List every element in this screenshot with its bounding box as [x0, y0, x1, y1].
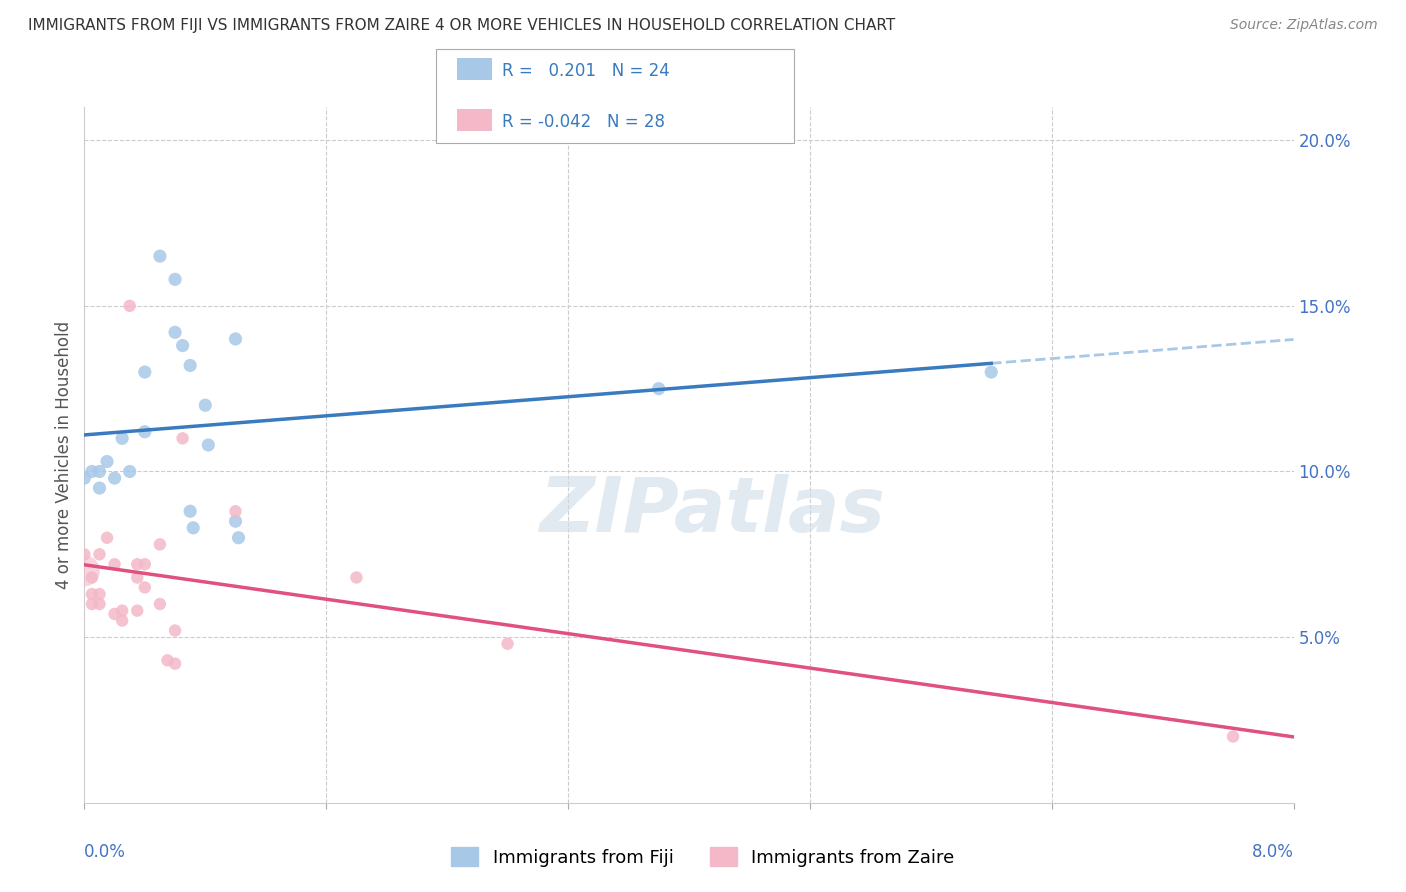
Point: [104, 471, 127, 485]
Text: ZIPatlas: ZIPatlas: [540, 474, 886, 548]
Point: [127, 558, 149, 572]
Point: [165, 326, 187, 340]
Point: [80, 597, 103, 611]
Point: [104, 607, 127, 621]
Point: [96, 531, 118, 545]
Point: [980, 365, 1002, 379]
Point: [111, 604, 134, 618]
Point: [346, 570, 368, 584]
Point: [1222, 730, 1244, 744]
Text: 0.0%: 0.0%: [84, 843, 127, 861]
Point: [179, 359, 201, 373]
Point: [165, 657, 187, 671]
Point: [96, 454, 118, 468]
Point: [111, 614, 134, 628]
Point: [149, 597, 172, 611]
Point: [165, 624, 187, 638]
Point: [149, 249, 172, 263]
Point: [149, 537, 172, 551]
Point: [134, 558, 156, 572]
Point: [225, 332, 247, 346]
Point: [648, 382, 671, 396]
Point: [127, 604, 149, 618]
Point: [89, 465, 111, 479]
Point: [89, 547, 111, 561]
Point: [134, 581, 156, 595]
Text: R =   0.201   N = 24: R = 0.201 N = 24: [502, 62, 669, 80]
Point: [73, 471, 96, 485]
Point: [118, 465, 141, 479]
Point: [228, 531, 250, 545]
Point: [181, 521, 204, 535]
Point: [118, 299, 141, 313]
Point: [73, 564, 96, 578]
Point: [225, 504, 247, 518]
Point: [89, 597, 111, 611]
Point: [172, 338, 194, 352]
Legend: Immigrants from Fiji, Immigrants from Zaire: Immigrants from Fiji, Immigrants from Za…: [444, 840, 962, 874]
Text: 8.0%: 8.0%: [1251, 843, 1294, 861]
Point: [73, 547, 96, 561]
Point: [127, 570, 149, 584]
Point: [89, 481, 111, 495]
Point: [172, 431, 194, 445]
Point: [134, 365, 156, 379]
Point: [80, 570, 103, 584]
Point: [179, 504, 201, 518]
Point: [111, 431, 134, 445]
Point: [134, 425, 156, 439]
Text: IMMIGRANTS FROM FIJI VS IMMIGRANTS FROM ZAIRE 4 OR MORE VEHICLES IN HOUSEHOLD CO: IMMIGRANTS FROM FIJI VS IMMIGRANTS FROM …: [28, 18, 896, 33]
Point: [225, 514, 247, 528]
Text: R = -0.042   N = 28: R = -0.042 N = 28: [502, 113, 665, 131]
Point: [80, 465, 103, 479]
Point: [89, 587, 111, 601]
Text: Source: ZipAtlas.com: Source: ZipAtlas.com: [1230, 18, 1378, 32]
Point: [80, 587, 103, 601]
Point: [197, 438, 219, 452]
Point: [194, 398, 217, 412]
Point: [496, 637, 519, 651]
Point: [156, 653, 179, 667]
Point: [104, 558, 127, 572]
Y-axis label: 4 or more Vehicles in Household: 4 or more Vehicles in Household: [55, 321, 73, 589]
Point: [165, 272, 187, 286]
